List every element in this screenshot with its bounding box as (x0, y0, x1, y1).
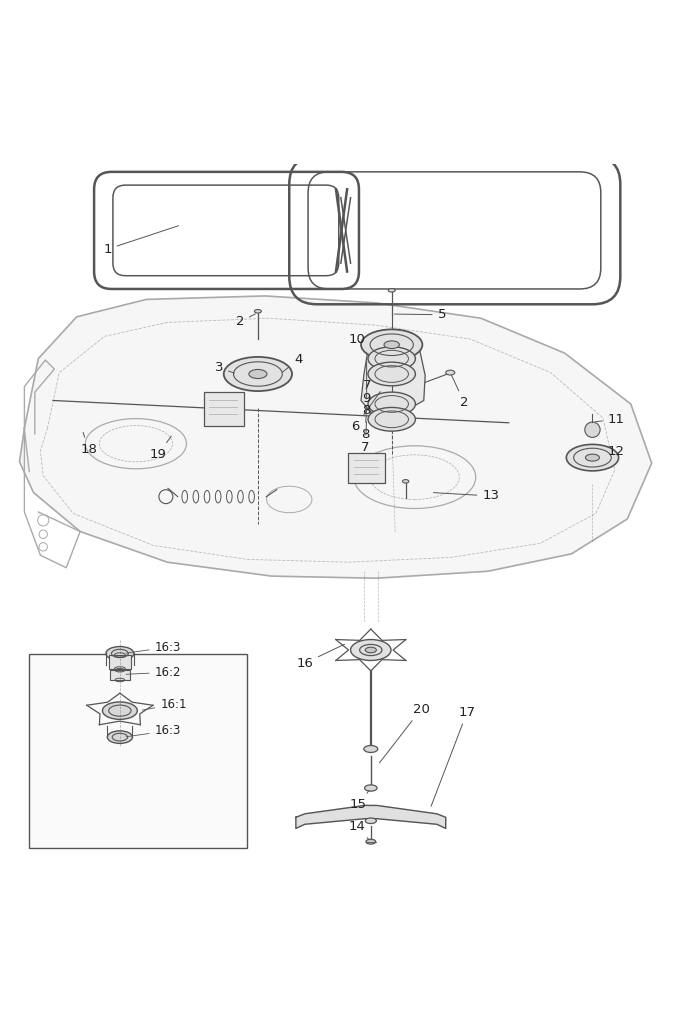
Ellipse shape (351, 640, 391, 660)
Ellipse shape (365, 784, 377, 792)
Ellipse shape (388, 289, 395, 292)
Text: 10: 10 (348, 334, 365, 346)
Ellipse shape (249, 370, 267, 379)
Text: 2: 2 (452, 375, 468, 409)
Ellipse shape (365, 818, 376, 823)
Text: 1: 1 (103, 225, 178, 256)
Ellipse shape (384, 341, 399, 348)
Text: 16: 16 (296, 644, 344, 670)
Text: 7: 7 (361, 422, 369, 454)
Polygon shape (20, 296, 652, 579)
Ellipse shape (102, 701, 137, 719)
Text: 2: 2 (236, 314, 255, 329)
Ellipse shape (368, 362, 415, 386)
Ellipse shape (368, 408, 415, 431)
Text: 18: 18 (80, 432, 97, 456)
Text: 15: 15 (350, 791, 369, 811)
Text: 5: 5 (395, 308, 446, 322)
Circle shape (585, 422, 600, 437)
Bar (109, 655, 131, 669)
Text: 12: 12 (608, 444, 625, 458)
Text: 13: 13 (434, 489, 499, 503)
Polygon shape (296, 806, 446, 828)
Ellipse shape (107, 731, 132, 743)
Bar (29, 654, 247, 848)
Text: 6: 6 (351, 391, 381, 433)
Bar (348, 454, 385, 482)
Text: 14: 14 (348, 820, 369, 840)
Bar (204, 392, 244, 426)
Polygon shape (361, 349, 425, 413)
Text: 11: 11 (595, 413, 625, 426)
Text: 17: 17 (431, 706, 475, 806)
Ellipse shape (446, 370, 454, 375)
Ellipse shape (361, 330, 422, 360)
Text: 19: 19 (150, 436, 171, 461)
Text: 3: 3 (215, 361, 234, 374)
Ellipse shape (585, 455, 599, 461)
Text: 7: 7 (362, 361, 371, 392)
Ellipse shape (254, 309, 261, 313)
Ellipse shape (364, 745, 378, 753)
Ellipse shape (566, 444, 619, 471)
Text: 9: 9 (362, 373, 371, 404)
Ellipse shape (366, 840, 376, 844)
Ellipse shape (402, 479, 408, 483)
Ellipse shape (365, 647, 376, 652)
Text: 16:3: 16:3 (126, 724, 181, 737)
Text: 8: 8 (361, 407, 369, 441)
Ellipse shape (224, 357, 292, 391)
Text: 8: 8 (362, 384, 371, 418)
Text: 16:3: 16:3 (126, 641, 181, 653)
Bar (110, 671, 130, 680)
Text: 20: 20 (379, 702, 429, 763)
Text: 16:1: 16:1 (142, 698, 187, 711)
Ellipse shape (368, 392, 415, 416)
Ellipse shape (106, 646, 134, 660)
Text: 16:2: 16:2 (126, 666, 181, 679)
Text: 4: 4 (282, 353, 302, 373)
Ellipse shape (368, 347, 415, 371)
